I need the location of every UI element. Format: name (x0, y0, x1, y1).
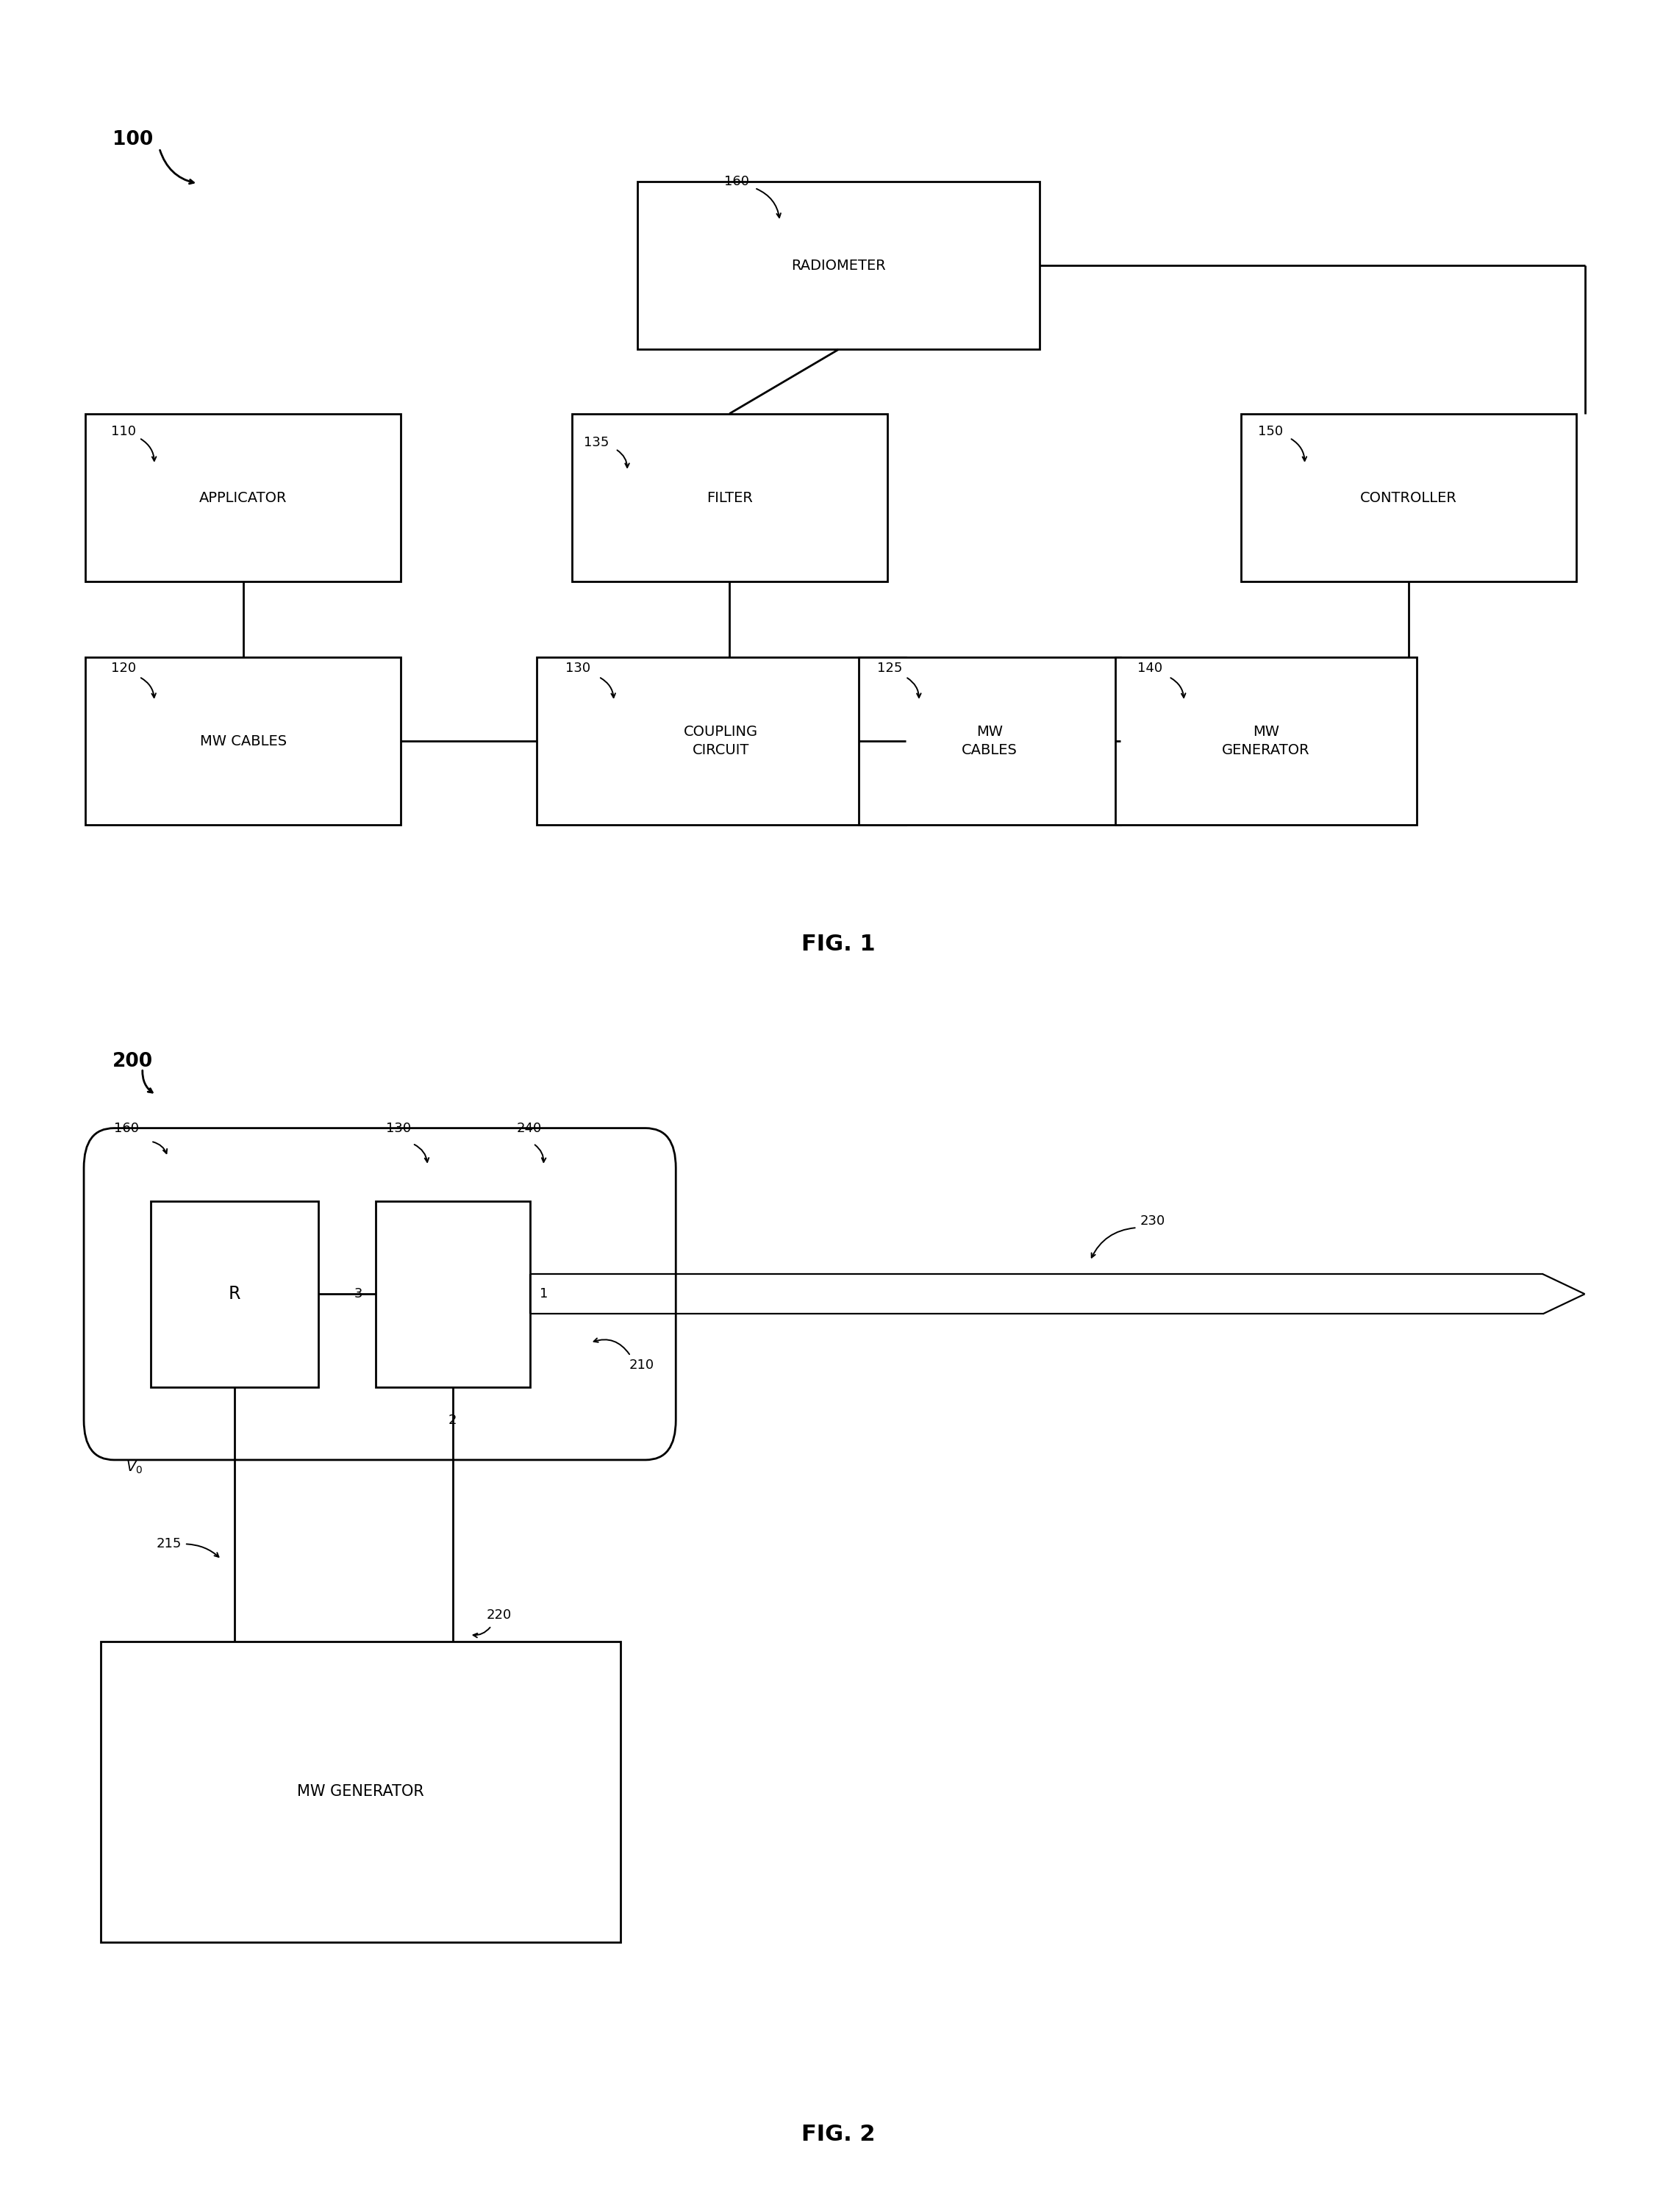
Text: 200: 200 (112, 1053, 153, 1071)
Bar (376, 1201, 530, 1387)
Text: MW GENERATOR: MW GENERATOR (297, 1785, 424, 1798)
Text: 240: 240 (517, 1121, 542, 1135)
Text: $V_0$: $V_0$ (126, 1460, 143, 1475)
Text: 220: 220 (486, 1608, 511, 1621)
Text: COUPLING
CIRCUIT: COUPLING CIRCUIT (684, 726, 758, 757)
Bar (101, 1641, 620, 1942)
Text: FILTER: FILTER (706, 491, 753, 504)
Text: R: R (228, 1285, 241, 1303)
Text: MW
GENERATOR: MW GENERATOR (1223, 726, 1310, 757)
Text: 135: 135 (584, 436, 609, 449)
Bar (86, 414, 401, 582)
Text: FIG. 1: FIG. 1 (802, 933, 875, 956)
Text: 210: 210 (629, 1358, 654, 1371)
Text: MW CABLES: MW CABLES (200, 734, 287, 748)
Bar (637, 181, 1040, 349)
Text: 160: 160 (114, 1121, 139, 1135)
Text: 130: 130 (565, 661, 590, 675)
Text: MW
CABLES: MW CABLES (961, 726, 1018, 757)
FancyBboxPatch shape (84, 1128, 676, 1460)
Text: 2: 2 (448, 1413, 458, 1427)
Text: 150: 150 (1258, 425, 1283, 438)
Bar (537, 657, 906, 825)
Bar (151, 1201, 319, 1387)
Bar (1241, 414, 1576, 582)
Text: 100: 100 (112, 131, 153, 148)
Text: CONTROLLER: CONTROLLER (1360, 491, 1457, 504)
Text: 160: 160 (724, 175, 750, 188)
Bar (86, 657, 401, 825)
Text: 3: 3 (354, 1287, 362, 1301)
Bar (1115, 657, 1417, 825)
Text: 120: 120 (111, 661, 136, 675)
Text: RADIOMETER: RADIOMETER (792, 259, 885, 272)
Bar (572, 414, 887, 582)
Text: 130: 130 (386, 1121, 411, 1135)
Bar (859, 657, 1120, 825)
Text: 1: 1 (540, 1287, 548, 1301)
Text: 140: 140 (1137, 661, 1162, 675)
Text: 110: 110 (111, 425, 136, 438)
Text: 125: 125 (877, 661, 902, 675)
Text: APPLICATOR: APPLICATOR (200, 491, 287, 504)
Text: 230: 230 (1140, 1214, 1166, 1228)
Text: FIG. 2: FIG. 2 (802, 2124, 875, 2146)
Text: 215: 215 (156, 1537, 181, 1551)
